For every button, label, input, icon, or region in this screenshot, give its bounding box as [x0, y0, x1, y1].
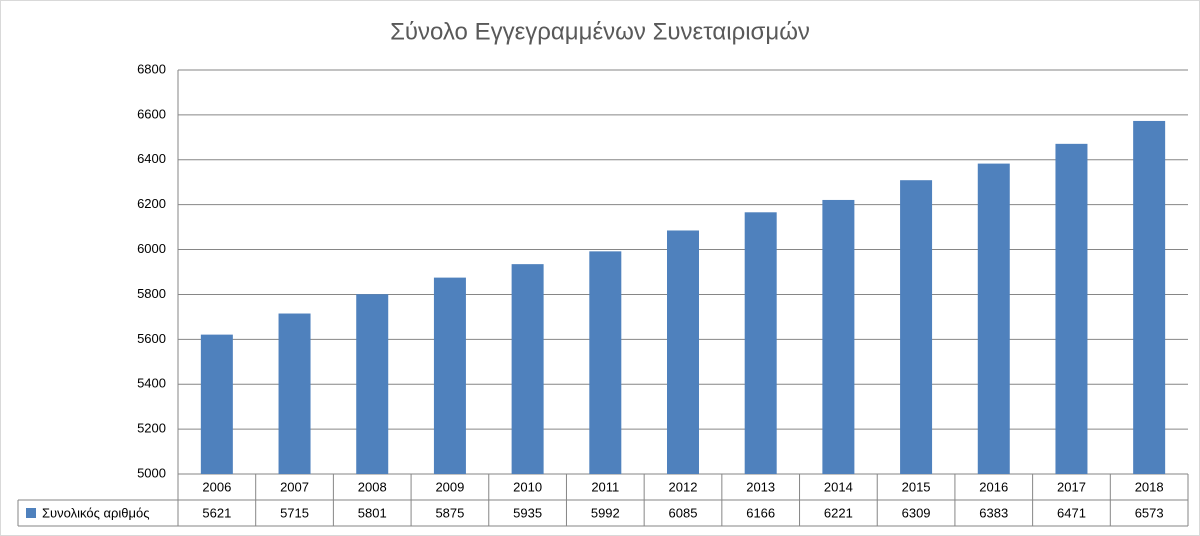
bar	[1055, 143, 1088, 474]
x-tick-label: 2006	[202, 479, 231, 494]
bar	[744, 212, 777, 474]
bar	[822, 199, 855, 474]
x-tick-label: 2009	[435, 479, 464, 494]
table-value: 5621	[202, 505, 231, 520]
table-value: 6471	[1057, 505, 1086, 520]
bar	[356, 294, 389, 474]
bar	[900, 180, 933, 475]
x-tick-label: 2017	[1057, 479, 1086, 494]
bar	[977, 163, 1010, 475]
y-tick-label: 5800	[137, 286, 166, 301]
y-tick-label: 6200	[137, 196, 166, 211]
table-value: 5801	[358, 505, 387, 520]
x-tick-label: 2016	[979, 479, 1008, 494]
y-tick-label: 6800	[137, 61, 166, 76]
y-tick-label: 5600	[137, 331, 166, 346]
bar	[667, 230, 699, 474]
y-tick-label: 6000	[137, 241, 166, 256]
table-value: 5992	[591, 505, 620, 520]
bar	[433, 277, 466, 474]
chart-title: Σύνολο Εγγεγραμμένων Συνεταιρισμών	[390, 18, 810, 45]
y-tick-label: 6600	[137, 106, 166, 121]
table-value: 6085	[669, 505, 698, 520]
x-tick-label: 2013	[746, 479, 775, 494]
table-value: 6221	[824, 505, 853, 520]
bar	[589, 251, 622, 474]
table-value: 6309	[902, 505, 931, 520]
bar	[511, 264, 544, 474]
x-tick-label: 2014	[824, 479, 853, 494]
table-value: 6573	[1135, 505, 1164, 520]
y-tick-label: 5200	[137, 421, 166, 436]
table-value: 6383	[979, 505, 1008, 520]
bar	[200, 334, 233, 474]
bar	[278, 313, 311, 474]
legend-key	[26, 508, 36, 518]
x-tick-label: 2018	[1135, 479, 1164, 494]
y-tick-label: 6400	[137, 151, 166, 166]
x-tick-label: 2012	[669, 479, 698, 494]
x-tick-label: 2007	[280, 479, 309, 494]
x-tick-label: 2011	[591, 479, 619, 494]
x-tick-label: 2008	[358, 479, 387, 494]
bar	[1133, 120, 1166, 475]
table-value: 5935	[513, 505, 542, 520]
x-tick-label: 2010	[513, 479, 542, 494]
table-value: 5875	[435, 505, 464, 520]
x-tick-label: 2015	[902, 479, 931, 494]
legend-label: Συνολικός αριθμός	[42, 505, 149, 520]
table-value: 6166	[746, 505, 775, 520]
y-tick-label: 5400	[137, 376, 166, 391]
table-value: 5715	[280, 505, 309, 520]
y-tick-label: 5000	[137, 465, 166, 480]
